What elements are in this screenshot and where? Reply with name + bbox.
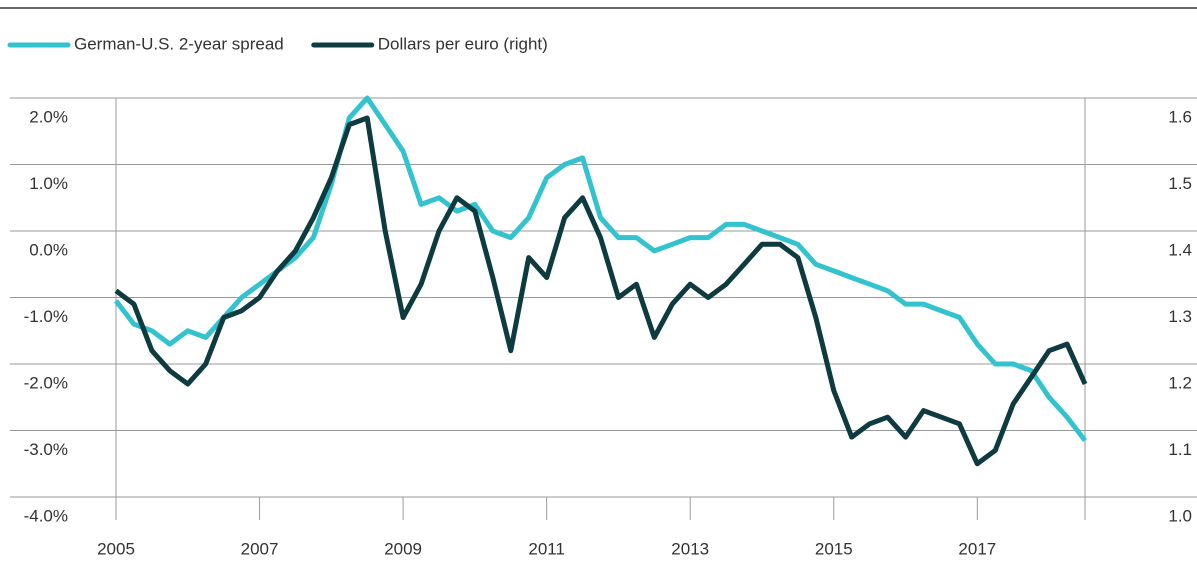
- y-tick-label: 2.0%: [29, 107, 68, 126]
- y2-tick-label: 1.2: [1168, 373, 1192, 392]
- y2-tick-label: 1.1: [1168, 440, 1192, 459]
- x-tick-label: 2011: [528, 539, 565, 558]
- y-tick-label: -2.0%: [24, 373, 68, 392]
- x-tick-label: 2017: [958, 539, 996, 558]
- y-tick-label: -1.0%: [24, 307, 68, 326]
- x-tick-label: 2013: [671, 539, 709, 558]
- x-tick-label: 2009: [384, 539, 422, 558]
- y-tick-label: 0.0%: [29, 240, 68, 259]
- series-line: [114, 115, 1088, 467]
- y-tick-label: 1.0%: [29, 174, 68, 193]
- x-tick-label: 2007: [241, 539, 279, 558]
- y2-tick-label: 1.0: [1168, 506, 1192, 525]
- y2-tick-label: 1.6: [1168, 107, 1192, 126]
- series-line: [114, 95, 1087, 443]
- legend-label: German-U.S. 2-year spread: [74, 34, 284, 53]
- y2-tick-label: 1.4: [1168, 240, 1192, 259]
- y2-tick-label: 1.3: [1168, 307, 1192, 326]
- y-tick-label: -3.0%: [24, 440, 68, 459]
- y-tick-label: -4.0%: [24, 506, 68, 525]
- x-tick-label: 2015: [815, 539, 853, 558]
- y2-tick-label: 1.5: [1168, 174, 1192, 193]
- x-tick-label: 2005: [97, 539, 135, 558]
- legend-label: Dollars per euro (right): [378, 34, 548, 53]
